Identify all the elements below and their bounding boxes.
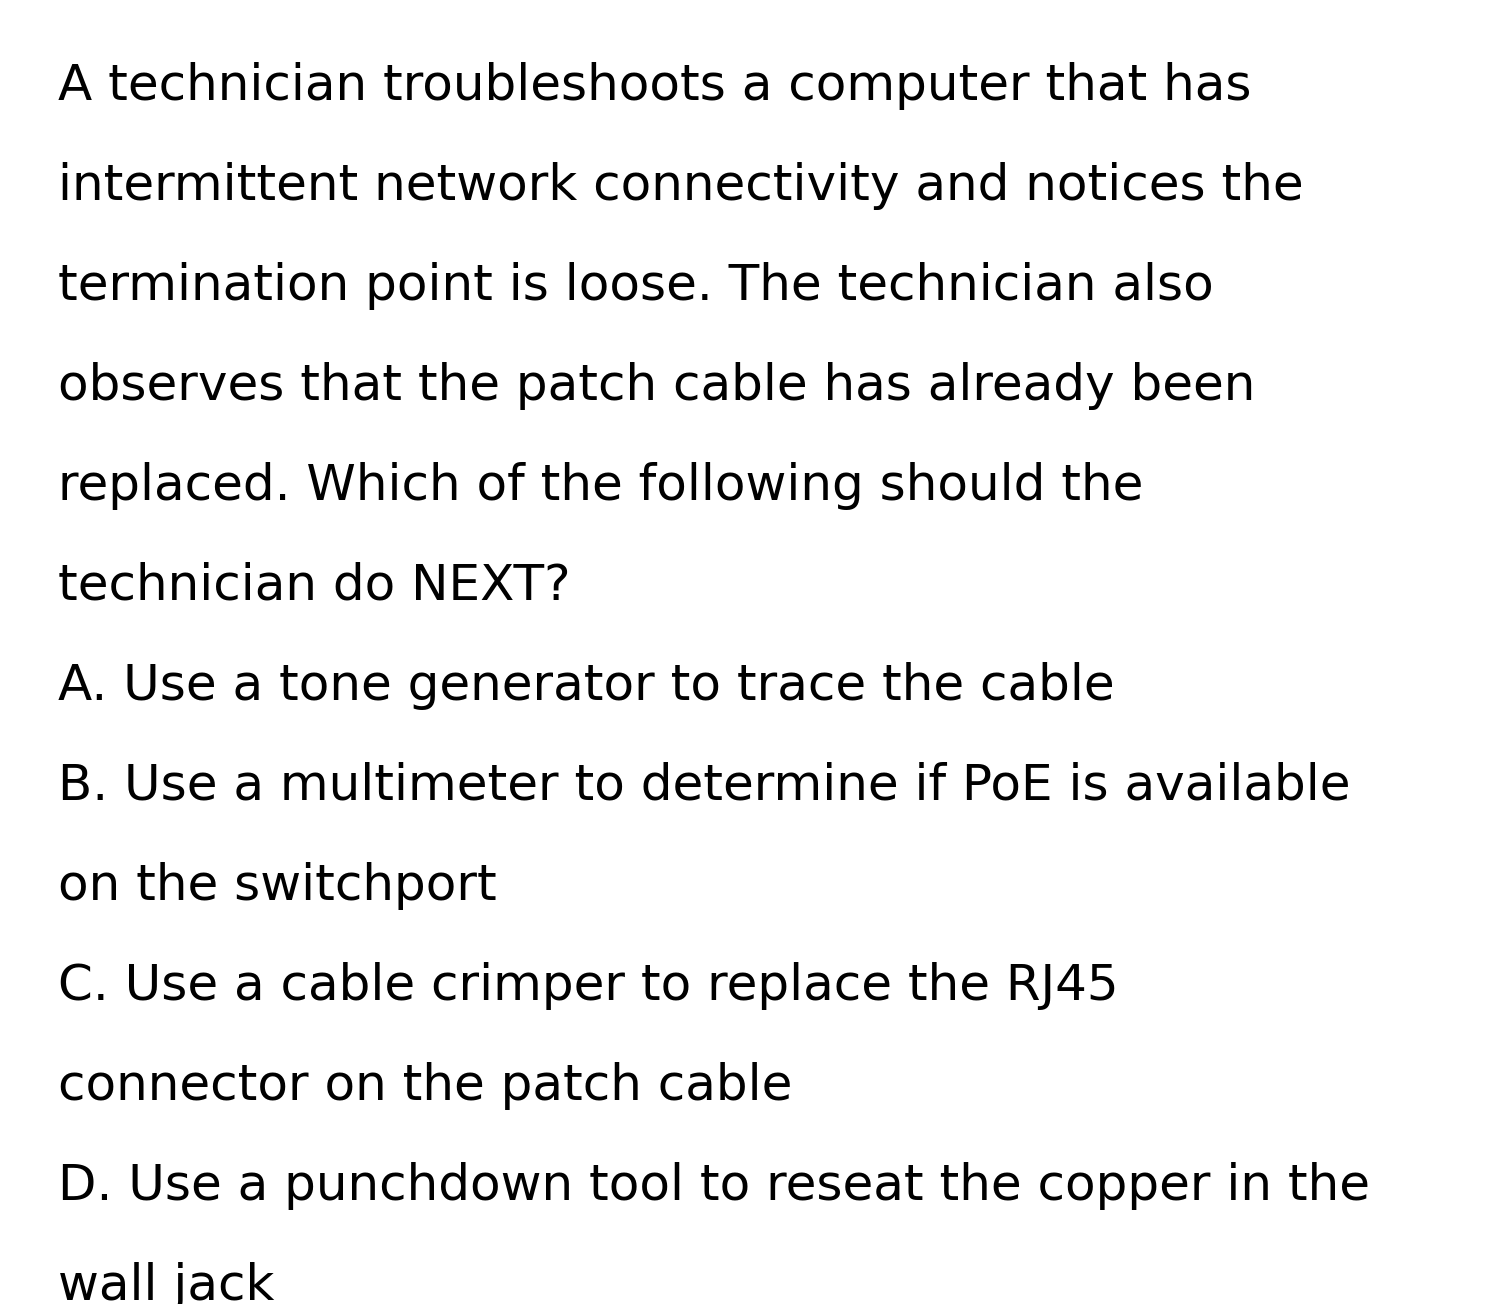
Text: on the switchport: on the switchport (58, 862, 497, 910)
Text: connector on the patch cable: connector on the patch cable (58, 1061, 792, 1110)
Text: D. Use a punchdown tool to reseat the copper in the: D. Use a punchdown tool to reseat the co… (58, 1162, 1370, 1210)
Text: observes that the patch cable has already been: observes that the patch cable has alread… (58, 363, 1256, 409)
Text: C. Use a cable crimper to replace the RJ45: C. Use a cable crimper to replace the RJ… (58, 962, 1119, 1011)
Text: A. Use a tone generator to trace the cable: A. Use a tone generator to trace the cab… (58, 662, 1114, 709)
Text: replaced. Which of the following should the: replaced. Which of the following should … (58, 462, 1143, 510)
Text: wall jack: wall jack (58, 1262, 274, 1304)
Text: intermittent network connectivity and notices the: intermittent network connectivity and no… (58, 162, 1304, 210)
Text: technician do NEXT?: technician do NEXT? (58, 562, 570, 610)
Text: B. Use a multimeter to determine if PoE is available: B. Use a multimeter to determine if PoE … (58, 762, 1350, 810)
Text: A technician troubleshoots a computer that has: A technician troubleshoots a computer th… (58, 63, 1251, 110)
Text: termination point is loose. The technician also: termination point is loose. The technici… (58, 262, 1214, 310)
